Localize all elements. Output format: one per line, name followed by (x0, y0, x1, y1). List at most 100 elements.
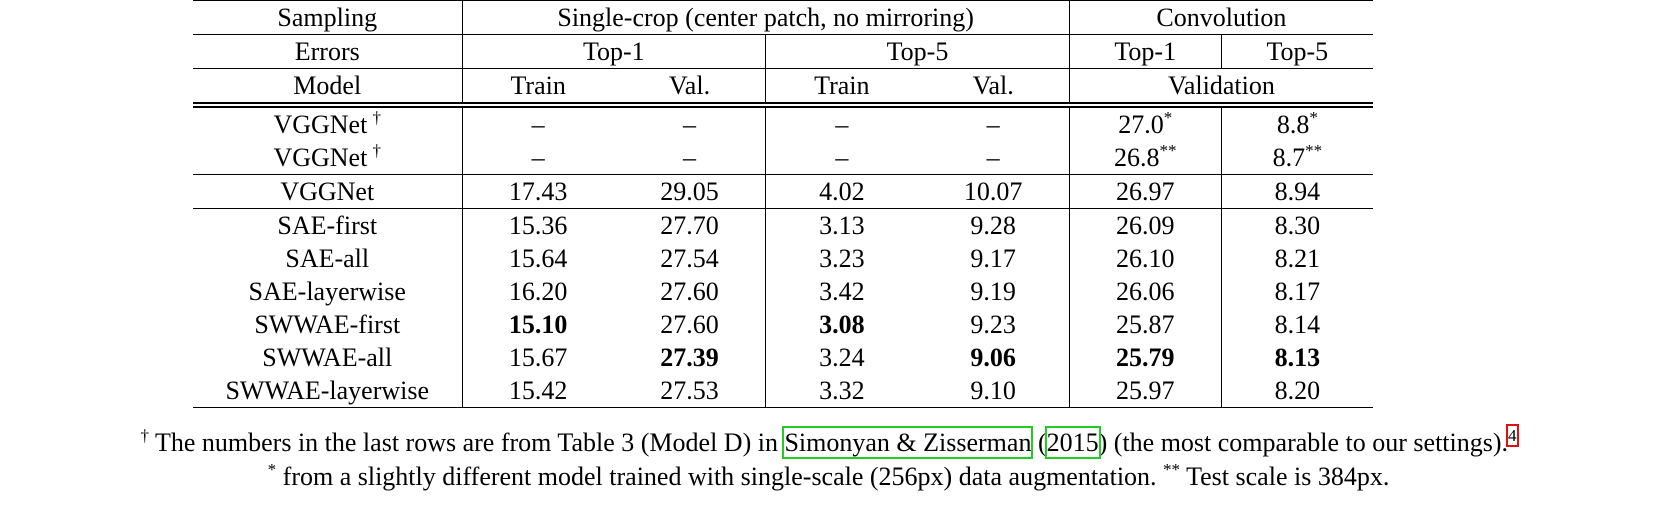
table-row: SWWAE-layerwise 15.42 27.53 3.32 9.10 25.97 8.… (193, 374, 1373, 408)
header-cell: Val. (917, 68, 1070, 108)
value-text: – (986, 110, 1000, 139)
value-mark: ** (1305, 141, 1323, 160)
value-cell: 8.30 (1221, 208, 1373, 242)
value-text: 27.54 (660, 244, 719, 273)
header-text: Train (814, 71, 870, 100)
header-cell: Convolution (1069, 0, 1373, 35)
value-text: 8.7 (1272, 143, 1306, 172)
header-cell: Model (193, 68, 463, 108)
table-row: SWWAE-all 15.67 27.39 3.24 9.06 25.79 8.13 (193, 341, 1373, 374)
value-cell: – (766, 105, 918, 141)
value-text: 15.64 (508, 244, 568, 273)
value-cell: 9.28 (917, 208, 1070, 242)
value-cell: 3.13 (765, 208, 918, 242)
model-cell: SWWAE-first (193, 308, 463, 341)
footnote-ref-link[interactable]: 4 (1506, 424, 1519, 447)
value-cell: 3.08 (766, 308, 918, 341)
model-name: SWWAE-first (254, 310, 401, 339)
model-cell: VGGNet (193, 174, 463, 209)
value-text: 16.20 (508, 277, 568, 306)
value-text: – (835, 143, 849, 172)
value-cell: 27.54 (613, 242, 767, 275)
model-name: SAE-first (277, 211, 378, 240)
footnote-text: ( (1031, 428, 1047, 457)
value-cell: 27.53 (613, 374, 767, 408)
value-text: 15.67 (508, 343, 568, 372)
header-text: Top-1 (1114, 37, 1177, 66)
table-row: VGGNet 17.43 29.05 4.02 10.07 26.97 8.94 (193, 174, 1373, 209)
value-cell: 27.60 (613, 275, 767, 308)
header-cell: Validation (1069, 68, 1373, 108)
value-text: 8.8 (1276, 110, 1310, 139)
model-cell: SWWAE-all (193, 341, 463, 374)
value-cell: 27.39 (613, 341, 767, 374)
value-text: – (682, 143, 696, 172)
value-text: 27.39 (660, 343, 719, 372)
value-cell: 3.32 (765, 374, 918, 408)
value-cell: 8.94 (1221, 174, 1373, 209)
value-text: 3.23 (819, 244, 865, 273)
citation-link[interactable]: Simonyan & Zisserman (782, 426, 1034, 459)
value-text: 8.20 (1274, 376, 1321, 405)
header-row: Errors Top-1 Top-5 Top-1 Top-5 (193, 34, 1373, 69)
value-text: 15.10 (508, 310, 568, 339)
value-text: 15.36 (508, 211, 568, 240)
value-text: 9.23 (970, 310, 1016, 339)
value-text: 26.8 (1113, 143, 1160, 172)
value-text: 8.21 (1274, 244, 1321, 273)
table-row: SWWAE-first 15.10 27.60 3.08 9.23 25.87 8.14 (193, 308, 1373, 341)
header-text: Validation (1167, 71, 1275, 100)
value-cell: 8.14 (1221, 308, 1373, 341)
value-text: 26.09 (1115, 211, 1175, 240)
header-cell: Val. (613, 68, 767, 108)
value-text: 3.24 (819, 343, 865, 372)
value-text: 26.06 (1115, 277, 1175, 306)
value-text: 9.28 (970, 211, 1016, 240)
value-cell: 3.42 (766, 275, 918, 308)
value-cell: 15.42 (462, 374, 614, 408)
header-text: Val. (668, 71, 711, 100)
table-row: SAE-all 15.64 27.54 3.23 9.17 26.10 8.21 (193, 242, 1373, 275)
header-row: Sampling Single-crop (center patch, no mi… (193, 0, 1373, 35)
header-text: Convolution (1156, 3, 1287, 32)
value-text: 27.60 (660, 277, 719, 306)
model-cell: SAE-layerwise (193, 275, 463, 308)
value-text: 25.79 (1115, 343, 1175, 372)
value-cell: 8.8* (1221, 105, 1373, 141)
value-cell: – (462, 141, 614, 175)
value-cell: 26.06 (1069, 275, 1222, 308)
value-text: 17.43 (508, 177, 568, 206)
value-cell: 29.05 (613, 174, 767, 209)
value-text: 29.05 (660, 177, 719, 206)
value-mark: ** (1159, 141, 1177, 160)
value-text: 25.87 (1115, 310, 1175, 339)
value-text: 3.13 (819, 211, 865, 240)
value-cell: 10.07 (917, 174, 1070, 209)
header-cell: Train (462, 68, 614, 108)
footnote-text: Test scale is 384px. (1180, 462, 1390, 491)
citation-year-link[interactable]: 2015 (1044, 426, 1101, 459)
value-cell: 8.20 (1221, 374, 1373, 408)
footnote-text: from a slightly different model trained … (276, 462, 1164, 491)
header-text: Sampling (277, 3, 378, 32)
value-text: 8.14 (1274, 310, 1321, 339)
model-mark: † (372, 108, 382, 127)
value-cell: 17.43 (462, 174, 614, 209)
value-cell: 15.36 (462, 208, 614, 242)
value-text: 25.97 (1115, 376, 1175, 405)
value-text: – (682, 110, 696, 139)
value-cell: 9.19 (917, 275, 1070, 308)
model-cell: VGGNet † (193, 105, 463, 141)
footnote-mark: ** (1163, 460, 1181, 479)
header-row: Model Train Val. Train Val. Validation (193, 68, 1373, 108)
value-cell: 8.13 (1221, 341, 1373, 374)
value-text: – (986, 143, 1000, 172)
model-name: VGGNet (273, 143, 368, 172)
value-cell: 9.10 (917, 374, 1070, 408)
value-cell: 15.10 (462, 308, 614, 341)
value-cell: 27.70 (613, 208, 767, 242)
header-cell: Top-5 (765, 34, 1070, 69)
value-text: 8.17 (1274, 277, 1321, 306)
model-name: SAE-all (285, 244, 370, 273)
value-cell: 9.23 (917, 308, 1070, 341)
